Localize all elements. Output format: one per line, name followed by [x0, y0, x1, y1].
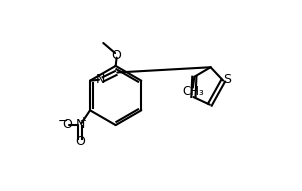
Text: CH₃: CH₃ [182, 85, 204, 98]
Text: S: S [223, 73, 231, 86]
Text: N: N [76, 118, 85, 131]
Text: O: O [62, 118, 72, 131]
Text: N: N [96, 73, 105, 86]
Text: +: + [79, 117, 86, 125]
Text: O: O [112, 49, 122, 62]
Text: −: − [58, 115, 69, 128]
Text: O: O [75, 135, 85, 148]
